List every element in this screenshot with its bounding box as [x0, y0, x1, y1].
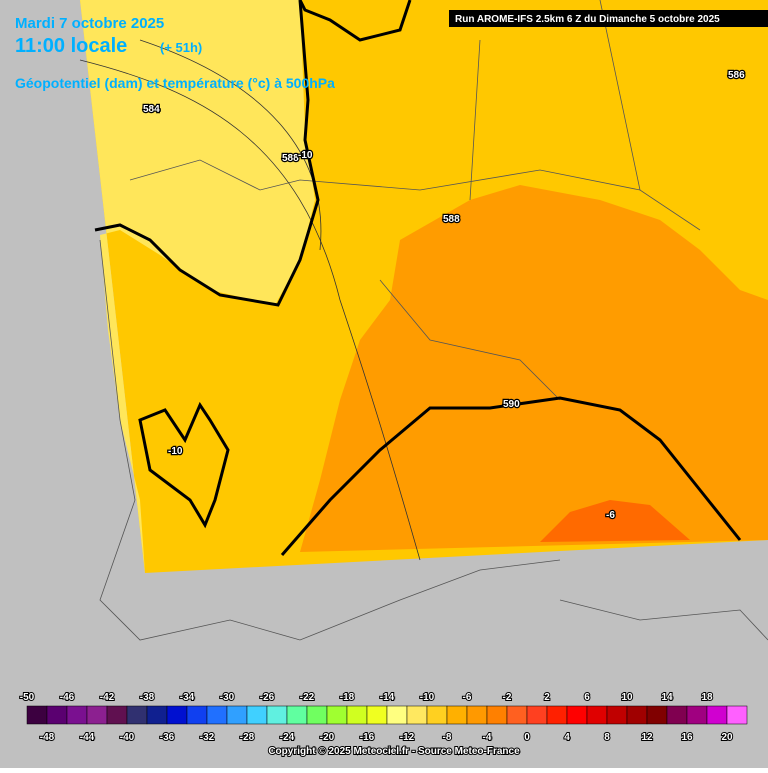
- colorbar-label: -12: [400, 732, 415, 743]
- color-swatch: [486, 705, 508, 725]
- color-swatch: [166, 705, 188, 725]
- copyright: Copyright © 2025 Meteociel.fr - Source M…: [268, 746, 520, 757]
- color-swatch: [566, 705, 588, 725]
- colorbar-label: -22: [300, 692, 315, 703]
- colorbar-label: 4: [564, 732, 570, 743]
- colorbar-label: -6: [463, 692, 472, 703]
- colorbar-label: -30: [220, 692, 235, 703]
- color-swatch: [466, 705, 488, 725]
- contour-label: 584: [143, 104, 160, 115]
- colorbar-label: -36: [160, 732, 175, 743]
- colorbar-label: 6: [584, 692, 590, 703]
- color-swatch: [86, 705, 108, 725]
- color-swatch: [146, 705, 168, 725]
- color-swatch: [266, 705, 288, 725]
- date: Mardi 7 octobre 2025: [15, 15, 164, 32]
- colorbar-label: -18: [340, 692, 355, 703]
- colorbar-label: 10: [621, 692, 633, 703]
- dark-orange-zone: [540, 500, 690, 542]
- colorbar-label: -14: [380, 692, 395, 703]
- colorbar-label: -16: [360, 732, 375, 743]
- colorbar: -50 -46 -42 -38 -34 -30 -26 -22 -18 -14 -10 -6 -2 2 6 1…: [19, 691, 748, 744]
- colorbar-label: -2: [503, 692, 512, 703]
- color-swatch: [126, 705, 148, 725]
- subtitle: Géopotentiel (dam) et température (°c) à…: [15, 75, 335, 91]
- colorbar-label: 2: [544, 692, 550, 703]
- contour-label: 588: [282, 153, 299, 164]
- contour-label: -6: [606, 510, 615, 521]
- colorbar-label: -34: [180, 692, 195, 703]
- color-swatch: [526, 705, 548, 725]
- color-swatch: [286, 705, 308, 725]
- colorbar-label: -46: [60, 692, 75, 703]
- color-swatch: [26, 705, 48, 725]
- color-swatch: [106, 705, 128, 725]
- color-swatch: [506, 705, 528, 725]
- color-swatch: [706, 705, 728, 725]
- time: 11:00 locale: [15, 35, 127, 57]
- color-swatch: [546, 705, 568, 725]
- borders: [99, 0, 768, 641]
- contours-thin: [79, 39, 421, 561]
- lead-time: (+ 51h): [160, 40, 202, 55]
- color-swatch: [246, 705, 268, 725]
- colorbar-label: -4: [483, 732, 492, 743]
- color-swatch: [646, 705, 668, 725]
- colorbar-label: -32: [200, 732, 215, 743]
- colorbar-label: -8: [443, 732, 452, 743]
- contours-thick: [94, 0, 742, 556]
- colorbar-label: -50: [20, 692, 35, 703]
- color-swatch: [586, 705, 608, 725]
- colorbar-label: -42: [100, 692, 115, 703]
- color-swatch: [46, 705, 68, 725]
- color-swatch: [626, 705, 648, 725]
- contour-label: 590: [503, 399, 520, 410]
- colorbar-label: -38: [140, 692, 155, 703]
- color-swatch: [186, 705, 208, 725]
- colorbar-label: -20: [320, 732, 335, 743]
- run-box: [449, 10, 768, 27]
- color-swatch: [726, 705, 748, 725]
- colorbar-label: -24: [280, 732, 295, 743]
- color-swatch: [406, 705, 428, 725]
- color-swatch: [326, 705, 348, 725]
- colorbar-label: 12: [641, 732, 653, 743]
- color-swatch: [666, 705, 688, 725]
- color-swatch: [346, 705, 368, 725]
- colorbar-label: -44: [80, 732, 95, 743]
- colorbar-label: 0: [524, 732, 530, 743]
- color-swatch: [446, 705, 468, 725]
- colorbar-label: -28: [240, 732, 255, 743]
- color-swatch: [686, 705, 708, 725]
- color-swatch: [366, 705, 388, 725]
- contour-label: 586: [728, 70, 745, 81]
- contour-label: -10: [298, 150, 313, 161]
- color-swatch: [206, 705, 228, 725]
- colorbar-label: 20: [721, 732, 733, 743]
- color-swatch: [226, 705, 248, 725]
- color-swatch: [66, 705, 88, 725]
- color-swatch: [306, 705, 328, 725]
- run-info: Run AROME-IFS 2.5km 6 Z du Dimanche 5 oc…: [455, 14, 720, 25]
- colorbar-label: -10: [420, 692, 435, 703]
- orange-zone: [300, 185, 768, 552]
- colorbar-label: 8: [604, 732, 610, 743]
- contour-label: 588: [443, 214, 460, 225]
- colorbar-label: -26: [260, 692, 275, 703]
- color-swatch: [386, 705, 408, 725]
- contour-label: -10: [168, 446, 183, 457]
- colorbar-label: 14: [661, 692, 673, 703]
- colorbar-label: 16: [681, 732, 693, 743]
- colorbar-label: -48: [40, 732, 55, 743]
- pale-zone: [80, 0, 315, 573]
- color-swatch: [606, 705, 628, 725]
- colorbar-label: 18: [701, 692, 713, 703]
- colorbar-label: -40: [120, 732, 135, 743]
- color-swatch: [426, 705, 448, 725]
